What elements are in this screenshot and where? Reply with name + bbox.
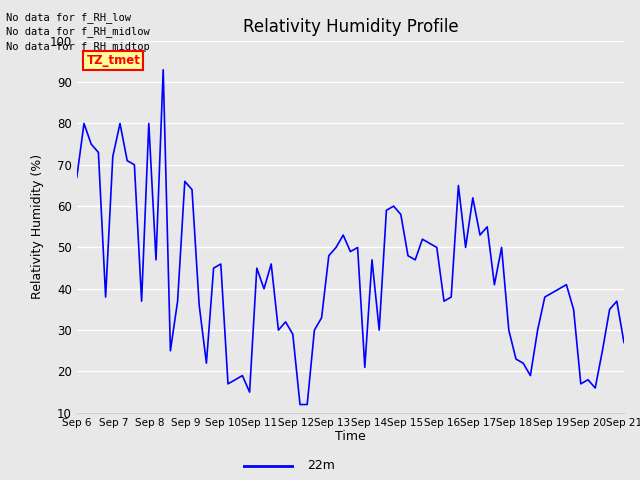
Text: No data for f_RH_midlow: No data for f_RH_midlow xyxy=(6,26,150,37)
X-axis label: Time: Time xyxy=(335,431,366,444)
Text: No data for f_RH_midtop: No data for f_RH_midtop xyxy=(6,41,150,52)
Title: Relativity Humidity Profile: Relativity Humidity Profile xyxy=(243,18,458,36)
Text: No data for f_RH_low: No data for f_RH_low xyxy=(6,12,131,23)
Text: 22m: 22m xyxy=(307,459,335,472)
Y-axis label: Relativity Humidity (%): Relativity Humidity (%) xyxy=(31,154,44,300)
Text: TZ_tmet: TZ_tmet xyxy=(86,54,140,67)
